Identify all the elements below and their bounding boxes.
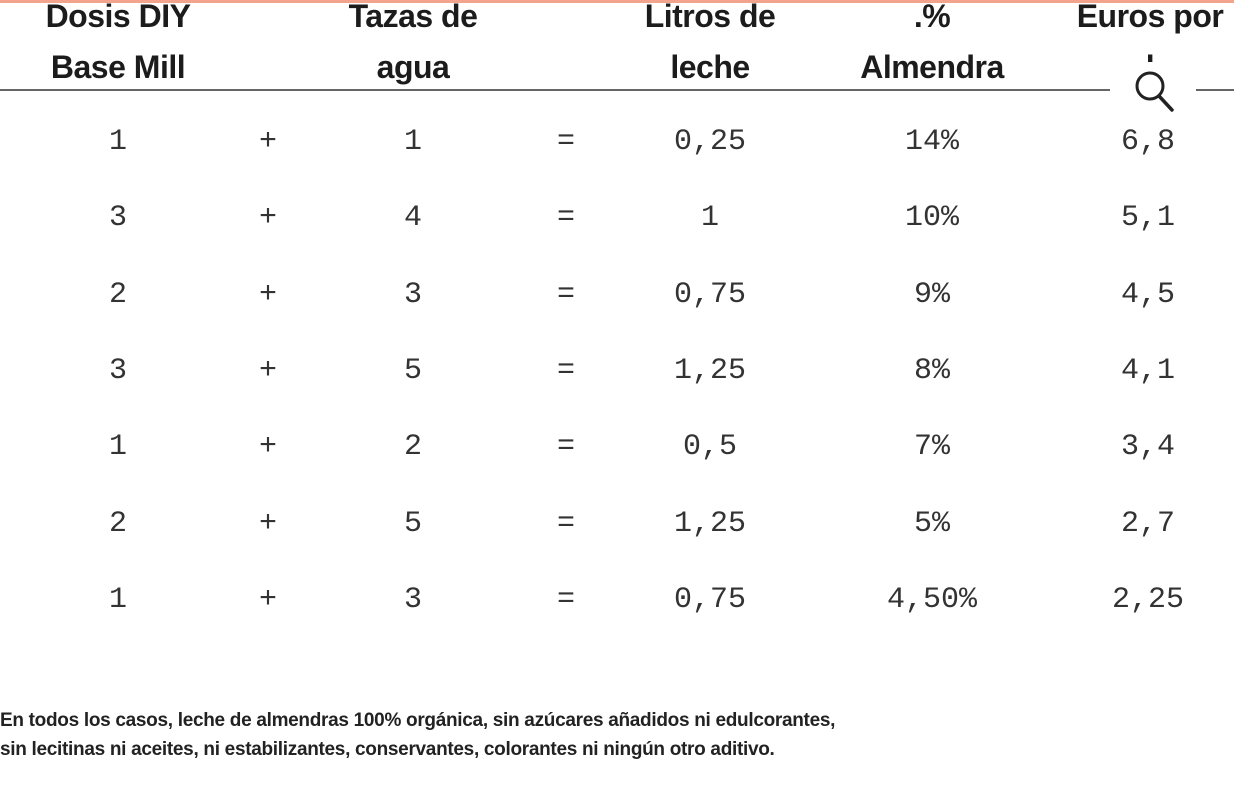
plus-sign: + bbox=[258, 201, 277, 236]
header-litros-line-1: Litros de bbox=[644, 0, 776, 34]
plus-sign: + bbox=[258, 430, 277, 465]
plus-sign: + bbox=[258, 277, 277, 312]
cell-litros: 0,5 bbox=[682, 430, 737, 465]
plus-sign: + bbox=[258, 125, 277, 159]
equals-sign: = bbox=[556, 582, 575, 617]
cell-euros: 4,5 bbox=[1120, 277, 1175, 312]
cell-litros: 1,25 bbox=[673, 506, 746, 541]
cell-tazas: 5 bbox=[403, 353, 422, 388]
cell-dosis: 1 bbox=[108, 125, 127, 159]
cell-dosis: 1 bbox=[108, 582, 127, 617]
plus-sign: + bbox=[258, 353, 277, 388]
cell-almendra: 7% bbox=[913, 430, 950, 465]
cell-litros: 0,75 bbox=[673, 277, 746, 312]
cell-euros: 3,4 bbox=[1120, 430, 1175, 465]
cell-almendra: 8% bbox=[913, 353, 950, 388]
cell-tazas: 3 bbox=[403, 582, 422, 617]
search-icon bbox=[1135, 71, 1174, 112]
cell-tazas: 1 bbox=[403, 125, 422, 159]
equals-sign: = bbox=[556, 430, 575, 465]
header-divider bbox=[0, 89, 1234, 91]
equals-sign: = bbox=[556, 353, 575, 388]
cell-tazas: 5 bbox=[403, 506, 422, 541]
header-tazas-line-2: agua bbox=[376, 49, 450, 85]
cell-litros: 1 bbox=[700, 201, 719, 236]
cell-litros: 0,25 bbox=[673, 125, 746, 159]
cell-euros: 5,1 bbox=[1120, 201, 1175, 236]
equals-sign: = bbox=[556, 506, 575, 541]
header-tazas-line-1: Tazas de bbox=[348, 0, 478, 34]
cell-euros: 4,1 bbox=[1120, 353, 1175, 388]
zoom-button[interactable] bbox=[1110, 62, 1196, 118]
cell-dosis: 3 bbox=[108, 353, 127, 388]
cell-dosis: 2 bbox=[108, 506, 127, 541]
top-accent-line bbox=[0, 0, 1234, 3]
footnote-line-2: sin lecitinas ni aceites, ni estabilizan… bbox=[0, 739, 775, 760]
footnote-line-1: En todos los casos, leche de almendras 1… bbox=[0, 710, 836, 731]
cell-euros: 2,7 bbox=[1120, 506, 1175, 541]
cell-almendra: 5% bbox=[913, 506, 950, 541]
cell-tazas: 4 bbox=[403, 201, 422, 236]
header-dosis-line-1: Dosis DIY bbox=[45, 0, 191, 34]
cell-dosis: 2 bbox=[108, 277, 127, 312]
cell-tazas: 3 bbox=[403, 277, 422, 312]
cell-almendra: 4,50% bbox=[886, 582, 977, 617]
footnote: En todos los casos, leche de almendras 1… bbox=[0, 706, 835, 764]
header-almendra-line-1: .% bbox=[913, 0, 951, 34]
cell-euros: 2,25 bbox=[1111, 582, 1184, 617]
cell-tazas: 2 bbox=[403, 430, 422, 465]
plus-sign: + bbox=[258, 506, 277, 541]
equals-sign: = bbox=[556, 125, 575, 159]
cell-almendra: 14% bbox=[904, 125, 959, 159]
cell-almendra: 10% bbox=[904, 201, 959, 236]
header-almendra-line-2: Almendra bbox=[860, 49, 1004, 85]
cell-litros: 1,25 bbox=[673, 353, 746, 388]
header-dosis-line-2: Base Mill bbox=[50, 49, 186, 85]
equals-sign: = bbox=[556, 201, 575, 236]
plus-sign: + bbox=[258, 582, 277, 617]
equals-sign: = bbox=[556, 277, 575, 312]
cell-euros: 6,8 bbox=[1120, 125, 1175, 159]
cell-dosis: 3 bbox=[108, 201, 127, 236]
cell-almendra: 9% bbox=[913, 277, 950, 312]
cell-litros: 0,75 bbox=[673, 582, 746, 617]
cell-dosis: 1 bbox=[108, 430, 127, 465]
header-euros-line-1: Euros por bbox=[1076, 0, 1224, 34]
header-litros-line-2: leche bbox=[670, 49, 750, 85]
